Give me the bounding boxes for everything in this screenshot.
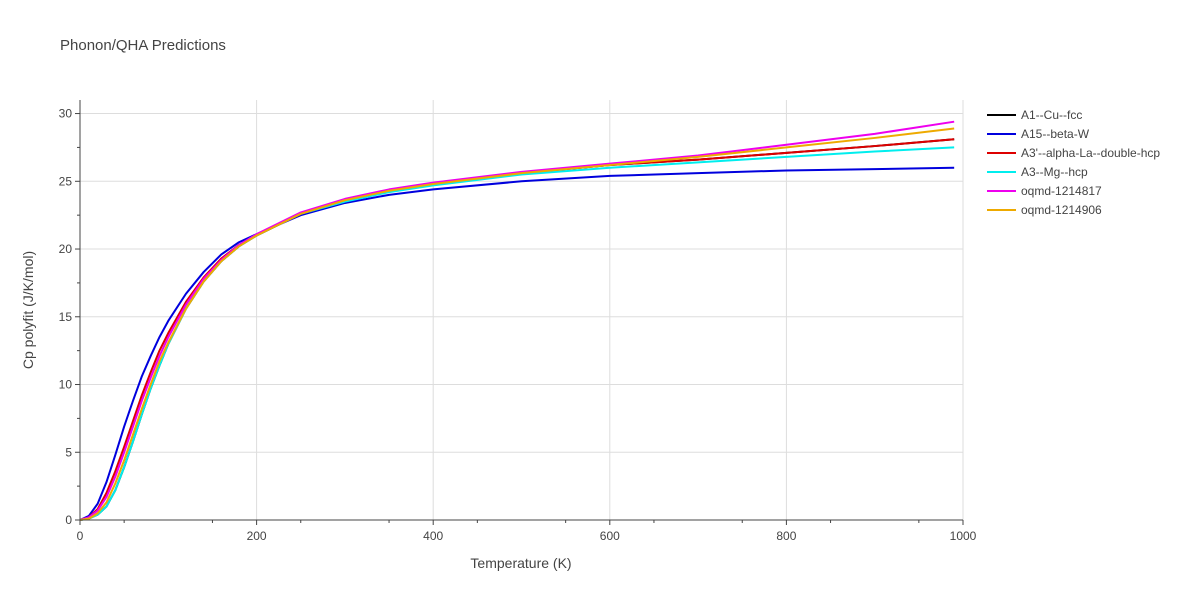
grid bbox=[80, 100, 964, 520]
chart-title: Phonon/QHA Predictions bbox=[60, 37, 226, 54]
legend-item[interactable]: A3--Mg--hcp bbox=[987, 165, 1088, 179]
legend-label: A3--Mg--hcp bbox=[1021, 165, 1088, 179]
series-line-5 bbox=[79, 127, 955, 521]
series-line-2 bbox=[79, 138, 955, 521]
x-tick-label: 1000 bbox=[950, 529, 977, 543]
y-tick-label: 0 bbox=[65, 513, 72, 527]
x-tick-label: 600 bbox=[600, 529, 620, 543]
legend-item[interactable]: A15--beta-W bbox=[987, 127, 1090, 141]
legend-item[interactable]: A1--Cu--fcc bbox=[987, 108, 1082, 122]
legend-label: oqmd-1214817 bbox=[1021, 184, 1102, 198]
y-tick-label: 20 bbox=[59, 242, 73, 256]
series-line-0 bbox=[79, 138, 955, 521]
x-axis-title: Temperature (K) bbox=[470, 555, 571, 571]
y-tick-label: 5 bbox=[65, 445, 72, 459]
series-line-1 bbox=[79, 166, 955, 521]
legend-label: A15--beta-W bbox=[1021, 127, 1090, 141]
series-lines bbox=[79, 120, 955, 521]
y-axis-title: Cp polyfit (J/K/mol) bbox=[20, 251, 36, 369]
series-line-3 bbox=[79, 146, 955, 521]
legend-label: A1--Cu--fcc bbox=[1021, 108, 1082, 122]
legend-item[interactable]: oqmd-1214906 bbox=[987, 203, 1102, 217]
legend-item[interactable]: oqmd-1214817 bbox=[987, 184, 1102, 198]
series-line-4 bbox=[79, 120, 955, 521]
y-tick-label: 15 bbox=[59, 310, 73, 324]
y-tick-label: 10 bbox=[59, 378, 73, 392]
axes: 0 200 400 600 800 1000 0 5 10 15 20 25 30 bbox=[59, 100, 977, 543]
y-tick-label: 25 bbox=[59, 174, 73, 188]
legend-label: oqmd-1214906 bbox=[1021, 203, 1102, 217]
y-tick-label: 30 bbox=[59, 107, 73, 121]
legend: A1--Cu--fcc A15--beta-W A3'--alpha-La--dou… bbox=[987, 108, 1160, 217]
x-tick-label: 400 bbox=[423, 529, 443, 543]
x-tick-label: 800 bbox=[776, 529, 796, 543]
legend-label: A3'--alpha-La--double-hcp bbox=[1021, 146, 1160, 160]
x-tick-label: 0 bbox=[77, 529, 84, 543]
legend-item[interactable]: A3'--alpha-La--double-hcp bbox=[987, 146, 1160, 160]
x-tick-label: 200 bbox=[247, 529, 267, 543]
